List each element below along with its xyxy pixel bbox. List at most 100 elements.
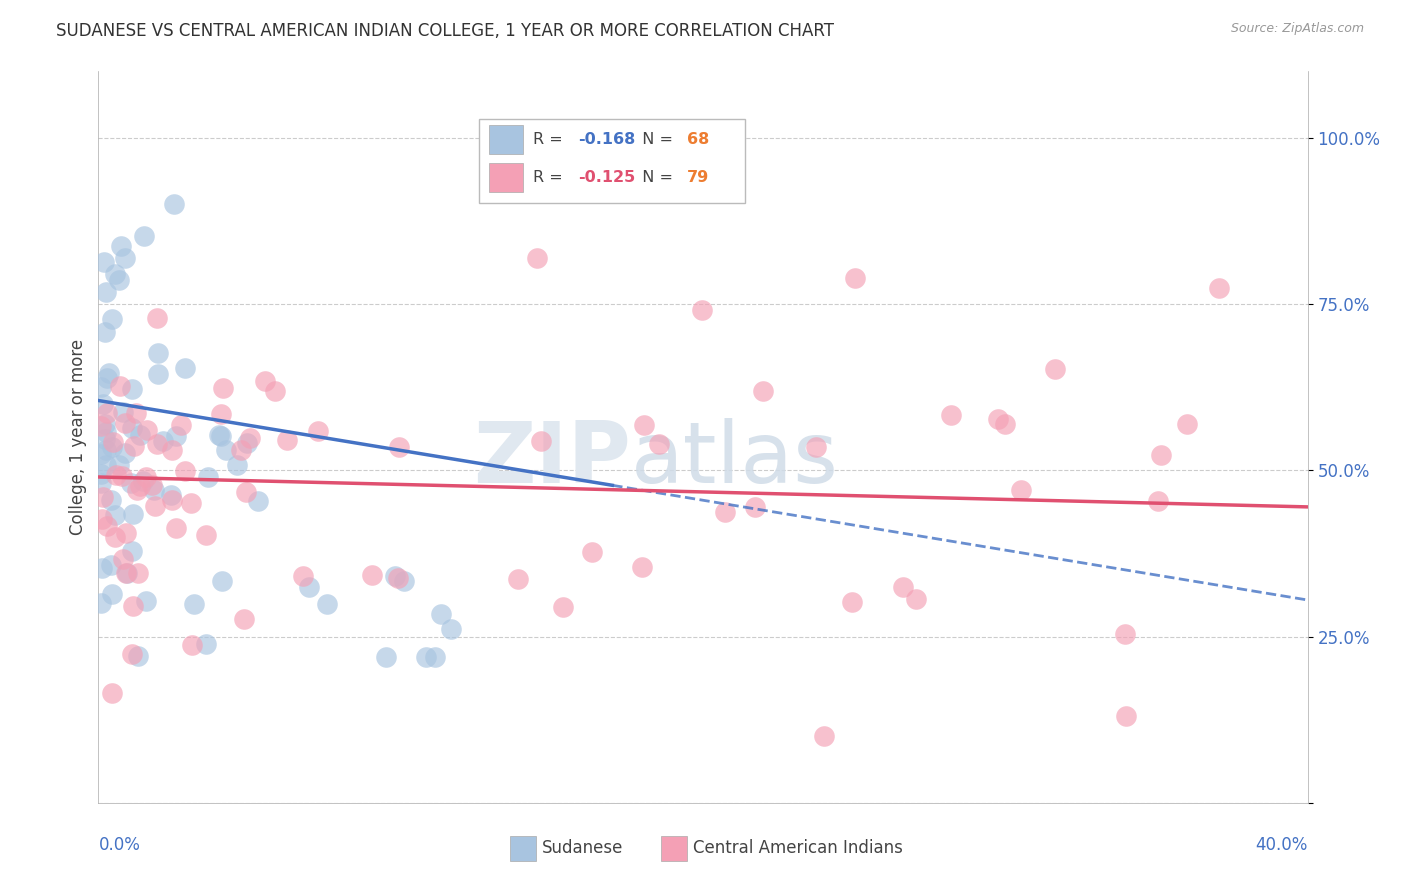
Text: 68: 68 (688, 132, 710, 147)
Point (91, 560, 114, 574)
Text: ZIP: ZIP (472, 417, 630, 500)
FancyBboxPatch shape (661, 837, 688, 862)
Point (1045, 361, 1067, 376)
Point (135, 470, 157, 484)
Point (127, 566, 149, 581)
Point (392, 574, 415, 588)
Point (1146, 493, 1168, 508)
Point (100, 558, 122, 573)
Point (120, 475, 142, 490)
Point (146, 310, 169, 325)
Text: R =: R = (533, 169, 568, 185)
Point (160, 488, 183, 502)
Point (145, 437, 167, 451)
Point (208, 428, 231, 442)
Point (581, 545, 603, 559)
Point (94, 425, 117, 439)
Point (98, 366, 121, 380)
Point (121, 647, 143, 661)
Point (994, 417, 1017, 431)
Point (93, 432, 115, 446)
Text: N =: N = (631, 169, 678, 185)
Point (135, 593, 157, 607)
Point (1150, 448, 1173, 462)
Text: -0.125: -0.125 (578, 169, 636, 185)
Point (430, 607, 453, 621)
Text: R =: R = (533, 132, 568, 147)
Point (360, 567, 382, 582)
Point (94, 458, 117, 472)
Point (388, 440, 411, 454)
Point (264, 384, 287, 398)
Point (225, 458, 247, 473)
Point (91, 511, 114, 525)
FancyBboxPatch shape (489, 125, 523, 154)
Point (94, 442, 117, 457)
Point (90, 419, 112, 434)
Point (115, 525, 138, 540)
Point (121, 599, 143, 614)
Point (90, 447, 112, 461)
Point (96, 285, 118, 299)
Point (1010, 483, 1032, 498)
Point (891, 580, 914, 594)
Point (96, 371, 118, 385)
Point (1208, 281, 1230, 295)
Point (231, 442, 253, 457)
Point (631, 559, 654, 574)
Point (180, 496, 202, 510)
Point (121, 421, 143, 435)
Point (292, 568, 315, 582)
Point (121, 507, 143, 521)
FancyBboxPatch shape (479, 119, 745, 203)
Point (100, 492, 122, 507)
Point (101, 685, 124, 699)
Point (129, 427, 152, 442)
Text: N =: N = (631, 132, 678, 147)
Point (752, 384, 775, 398)
Point (181, 639, 204, 653)
Point (904, 591, 927, 606)
Point (841, 595, 863, 609)
Text: atlas: atlas (630, 417, 838, 500)
Point (307, 424, 329, 438)
Point (440, 622, 463, 636)
Point (127, 483, 149, 497)
Point (939, 409, 962, 423)
Point (128, 479, 150, 493)
Point (163, 197, 186, 211)
Point (551, 600, 574, 615)
Point (254, 374, 277, 388)
FancyBboxPatch shape (489, 162, 523, 192)
Point (121, 544, 143, 558)
Point (1115, 709, 1137, 723)
Point (165, 521, 187, 535)
Point (844, 270, 866, 285)
Point (235, 485, 257, 500)
Point (298, 580, 321, 594)
Point (121, 382, 143, 396)
Point (146, 368, 169, 382)
Point (987, 412, 1010, 426)
Point (114, 446, 136, 460)
Point (110, 238, 132, 252)
Point (90, 380, 112, 394)
Point (135, 423, 157, 437)
Point (114, 416, 136, 430)
Point (246, 493, 269, 508)
Point (233, 612, 256, 626)
Text: 79: 79 (688, 169, 710, 185)
Point (276, 433, 298, 447)
Point (744, 500, 766, 515)
Point (183, 597, 205, 611)
Point (101, 587, 124, 601)
Point (96, 406, 118, 420)
Point (104, 508, 127, 522)
Point (93, 255, 115, 269)
FancyBboxPatch shape (509, 837, 536, 862)
Point (813, 729, 835, 743)
Point (160, 442, 183, 457)
Point (91, 397, 114, 411)
Point (170, 417, 193, 432)
Point (91, 491, 114, 505)
